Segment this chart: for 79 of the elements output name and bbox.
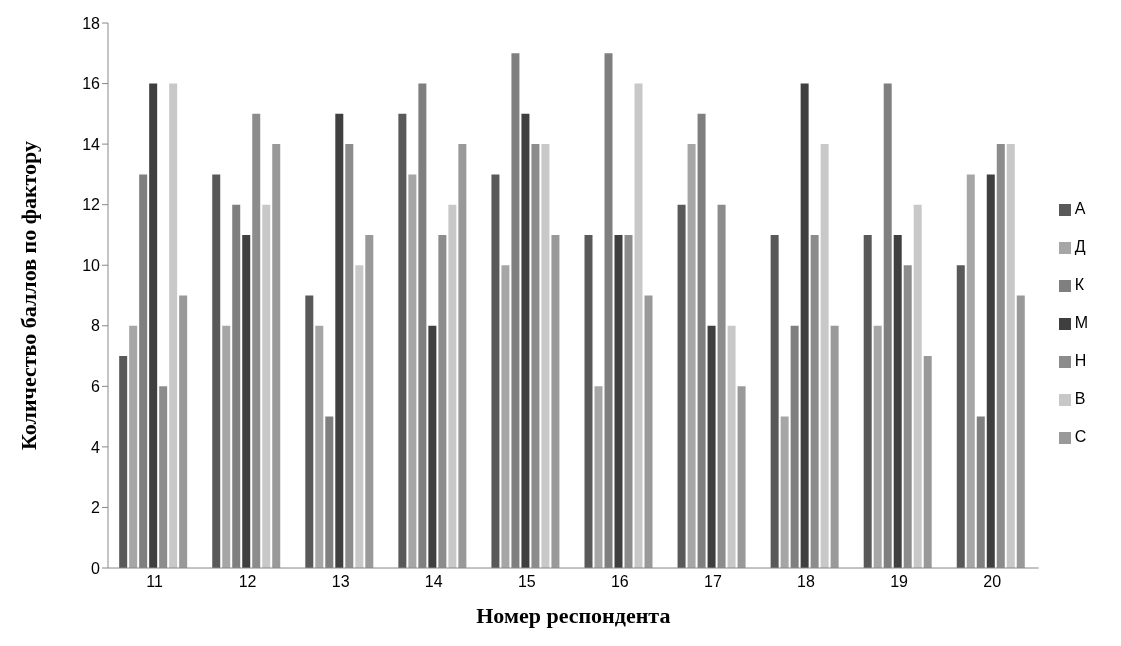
bar <box>448 204 457 568</box>
y-tick-label: 8 <box>91 317 101 335</box>
x-tick-label: 19 <box>890 573 909 591</box>
bar <box>893 234 902 568</box>
bar <box>863 234 872 568</box>
bar <box>873 325 882 568</box>
x-axis-title: Номер респондента <box>476 603 671 628</box>
legend-label: В <box>1074 390 1086 407</box>
bar <box>820 144 829 568</box>
bar <box>1006 144 1015 568</box>
bar <box>634 83 643 568</box>
bar <box>491 174 500 568</box>
bar <box>1016 295 1025 568</box>
bar <box>966 174 975 568</box>
y-tick-label: 12 <box>82 196 101 214</box>
bar <box>242 234 251 568</box>
y-tick-label: 4 <box>91 438 101 456</box>
bar <box>551 234 560 568</box>
bar <box>986 174 995 568</box>
bar <box>408 174 417 568</box>
bar <box>262 204 271 568</box>
x-tick-label: 13 <box>331 573 350 591</box>
bar <box>169 83 178 568</box>
y-axis-title: Количество баллов по фактору <box>15 140 41 451</box>
bar <box>428 325 437 568</box>
x-tick-label: 18 <box>797 573 815 591</box>
y-tick-label: 16 <box>82 75 101 93</box>
bar <box>129 325 138 568</box>
legend-label: Н <box>1074 352 1087 369</box>
legend-label: А <box>1074 200 1086 217</box>
bar <box>365 234 374 568</box>
x-tick-label: 11 <box>146 573 163 591</box>
bar <box>594 386 603 568</box>
bar <box>923 356 932 568</box>
bar <box>677 204 686 568</box>
legend-label: К <box>1074 276 1084 293</box>
x-tick-label: 17 <box>704 573 722 591</box>
legend-label: Д <box>1074 238 1086 255</box>
bar <box>687 144 696 568</box>
y-tick-label: 10 <box>82 256 101 274</box>
x-tick-label: 12 <box>238 573 257 591</box>
x-tick-label: 16 <box>610 573 629 591</box>
x-tick-label: 14 <box>424 573 443 591</box>
bar <box>458 144 467 568</box>
x-tick-label: 15 <box>517 573 536 591</box>
y-tick-label: 14 <box>82 135 101 153</box>
bar <box>737 386 746 568</box>
bar <box>335 113 344 568</box>
bar <box>315 325 324 568</box>
bar <box>272 144 281 568</box>
legend-label: М <box>1074 314 1088 331</box>
bar <box>305 295 314 568</box>
y-tick-label: 6 <box>91 378 101 396</box>
x-tick-label: 20 <box>983 573 1002 591</box>
y-tick-label: 18 <box>82 14 101 32</box>
bar <box>222 325 231 568</box>
bar <box>212 174 221 568</box>
bar <box>149 83 158 568</box>
bar <box>830 325 839 568</box>
bar <box>541 144 550 568</box>
bar <box>770 234 779 568</box>
bar <box>584 234 593 568</box>
legend-label: С <box>1074 428 1087 445</box>
bar <box>521 113 530 568</box>
bar <box>501 265 510 568</box>
bar <box>707 325 716 568</box>
bar <box>119 356 128 568</box>
bar <box>780 416 789 568</box>
bar <box>913 204 922 568</box>
bar <box>179 295 188 568</box>
bar <box>614 234 623 568</box>
y-tick-label: 0 <box>91 559 101 577</box>
bar <box>355 265 364 568</box>
bar <box>727 325 736 568</box>
bar <box>398 113 407 568</box>
bar <box>644 295 653 568</box>
bar <box>956 265 965 568</box>
bar <box>800 83 809 568</box>
y-tick-label: 2 <box>91 499 101 517</box>
